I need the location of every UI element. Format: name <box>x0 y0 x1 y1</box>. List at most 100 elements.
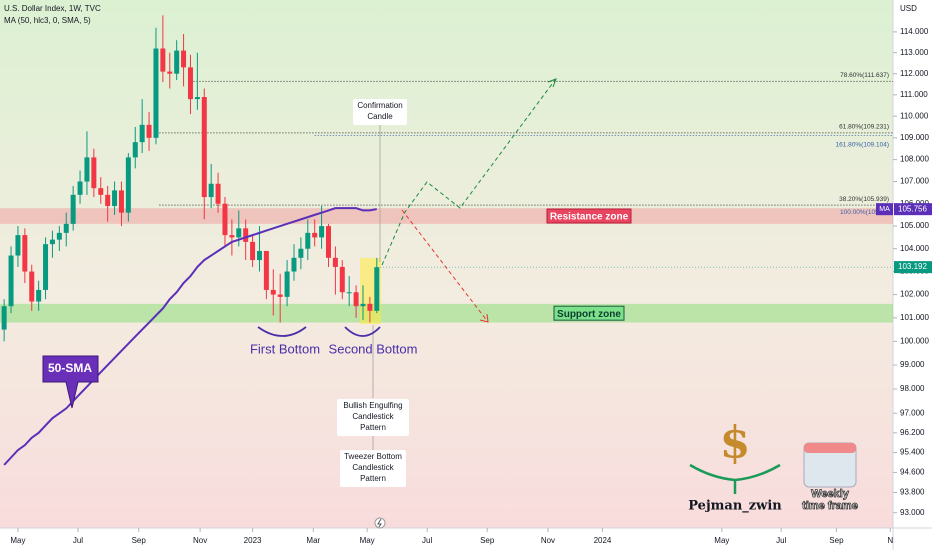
candle-body <box>270 289 276 295</box>
x-tick-label: Jul <box>73 536 83 545</box>
y-tick-label: 95.400 <box>900 448 925 457</box>
note-text: Bullish Engulfing <box>343 401 402 410</box>
candle-body <box>139 124 145 143</box>
zone <box>0 208 893 224</box>
y-tick-label: 111.000 <box>900 90 928 99</box>
candle-body <box>367 303 373 311</box>
replay-icon[interactable] <box>374 517 386 529</box>
sma-callout <box>42 355 99 409</box>
candle-body <box>70 194 76 224</box>
candle-body <box>187 67 193 100</box>
candle-body <box>332 257 338 267</box>
price-tag-text: 103.192 <box>898 262 927 271</box>
candle-body <box>277 294 283 297</box>
candle-body <box>250 241 256 261</box>
candle-body <box>91 157 97 189</box>
candle-body <box>56 232 62 240</box>
note-text: Confirmation <box>357 101 402 110</box>
note-text: Pattern <box>360 423 386 432</box>
fib-label: 38.20%(105.939) <box>839 196 889 203</box>
price-tag <box>894 261 932 274</box>
y-tick-label: 99.000 <box>900 360 925 369</box>
fib-label: 100.00%(105. <box>840 209 881 216</box>
zone-label-box <box>546 208 632 224</box>
projection-down <box>401 209 489 323</box>
x-tick-label: May <box>714 536 729 545</box>
chart-subtitle: MA (50, hlc3, 0, SMA, 5) <box>4 16 91 25</box>
candle-body <box>49 239 55 245</box>
zone-label-box <box>553 305 625 321</box>
candle-body <box>319 226 325 238</box>
candle-body <box>236 228 242 238</box>
chart-title: U.S. Dollar Index, 1W, TVC <box>4 4 101 13</box>
note-text: Pattern <box>360 474 386 483</box>
logo-dollar: $ <box>720 418 751 469</box>
ma-tag-name <box>876 203 893 216</box>
candle-body <box>29 271 35 302</box>
axis-layer: 93.000 93.800 94.600 95.400 96.200 97.000 98.0… <box>10 27 932 545</box>
y-tick-label: 94.600 <box>900 468 925 477</box>
x-tick-label: 2023 <box>244 536 262 545</box>
candle-body <box>360 303 366 307</box>
x-tick-label: Sep <box>132 536 147 545</box>
zone-label: Support zone <box>557 309 621 320</box>
y-tick-label: 96.200 <box>900 428 925 437</box>
x-tick-label: May <box>360 536 375 545</box>
replay-icon-bolt <box>377 518 382 528</box>
candle-body <box>132 142 138 158</box>
plot-layer: 78.60%(111.637) 61.80%(109.231) 161.80%(10… <box>0 15 893 514</box>
candle-body <box>208 183 214 198</box>
candle-body <box>1 306 7 330</box>
candle-body <box>63 223 69 233</box>
sma-label: 50-SMA <box>48 361 92 375</box>
x-tick-label: Sep <box>829 536 844 545</box>
note-box <box>340 450 406 487</box>
candle-body <box>105 194 111 206</box>
y-tick-label: 112.000 <box>900 69 929 78</box>
candle-body <box>243 228 249 242</box>
candle-body <box>291 257 297 272</box>
x-tick-label: Sep <box>480 536 495 545</box>
fib-label: 61.80%(109.231) <box>839 124 889 131</box>
candle-body <box>305 232 311 249</box>
candle-body <box>118 190 124 213</box>
y-tick-label: 102.000 <box>900 290 929 299</box>
y-tick-label: 114.000 <box>900 27 929 36</box>
candle-body <box>15 235 21 256</box>
candle-body <box>339 266 345 293</box>
candle-body <box>263 250 269 290</box>
plot-area <box>0 0 893 528</box>
candle-body <box>160 48 166 72</box>
x-tick-label: 2024 <box>594 536 612 545</box>
candle-body <box>181 50 187 68</box>
projection-down-head <box>479 313 489 323</box>
projection-up <box>381 79 556 266</box>
ma-tag <box>894 203 932 216</box>
candle-body <box>98 188 104 195</box>
timeframe: time frame <box>802 500 858 512</box>
x-tick-label: Jul <box>422 536 432 545</box>
candle-body <box>8 255 14 307</box>
y-tick-label: 98.000 <box>900 384 925 393</box>
fib-label: 78.60%(111.637) <box>840 72 889 79</box>
y-tick-label: 97.000 <box>900 408 925 417</box>
candle-body <box>346 292 352 294</box>
x-tick-label: Jul <box>776 536 786 545</box>
zone-label: Resistance zone <box>550 212 629 223</box>
candle-body <box>125 157 131 213</box>
candle-body <box>174 50 180 74</box>
timeframe: Weekly <box>811 488 850 500</box>
note-text: Candlestick <box>352 463 394 472</box>
calendar-top <box>804 443 856 453</box>
candle-body <box>43 244 49 290</box>
x-tick-label: N <box>887 536 893 545</box>
candle-body <box>256 250 262 261</box>
candle-body <box>153 48 159 138</box>
author: Pejman_zwin <box>688 499 782 514</box>
candle-body <box>284 271 290 297</box>
y-tick-label: 105.000 <box>900 221 929 230</box>
bottom-arc <box>344 326 381 337</box>
ma-tag-text: 105.756 <box>898 204 927 213</box>
x-tick-label: Mar <box>306 536 320 545</box>
